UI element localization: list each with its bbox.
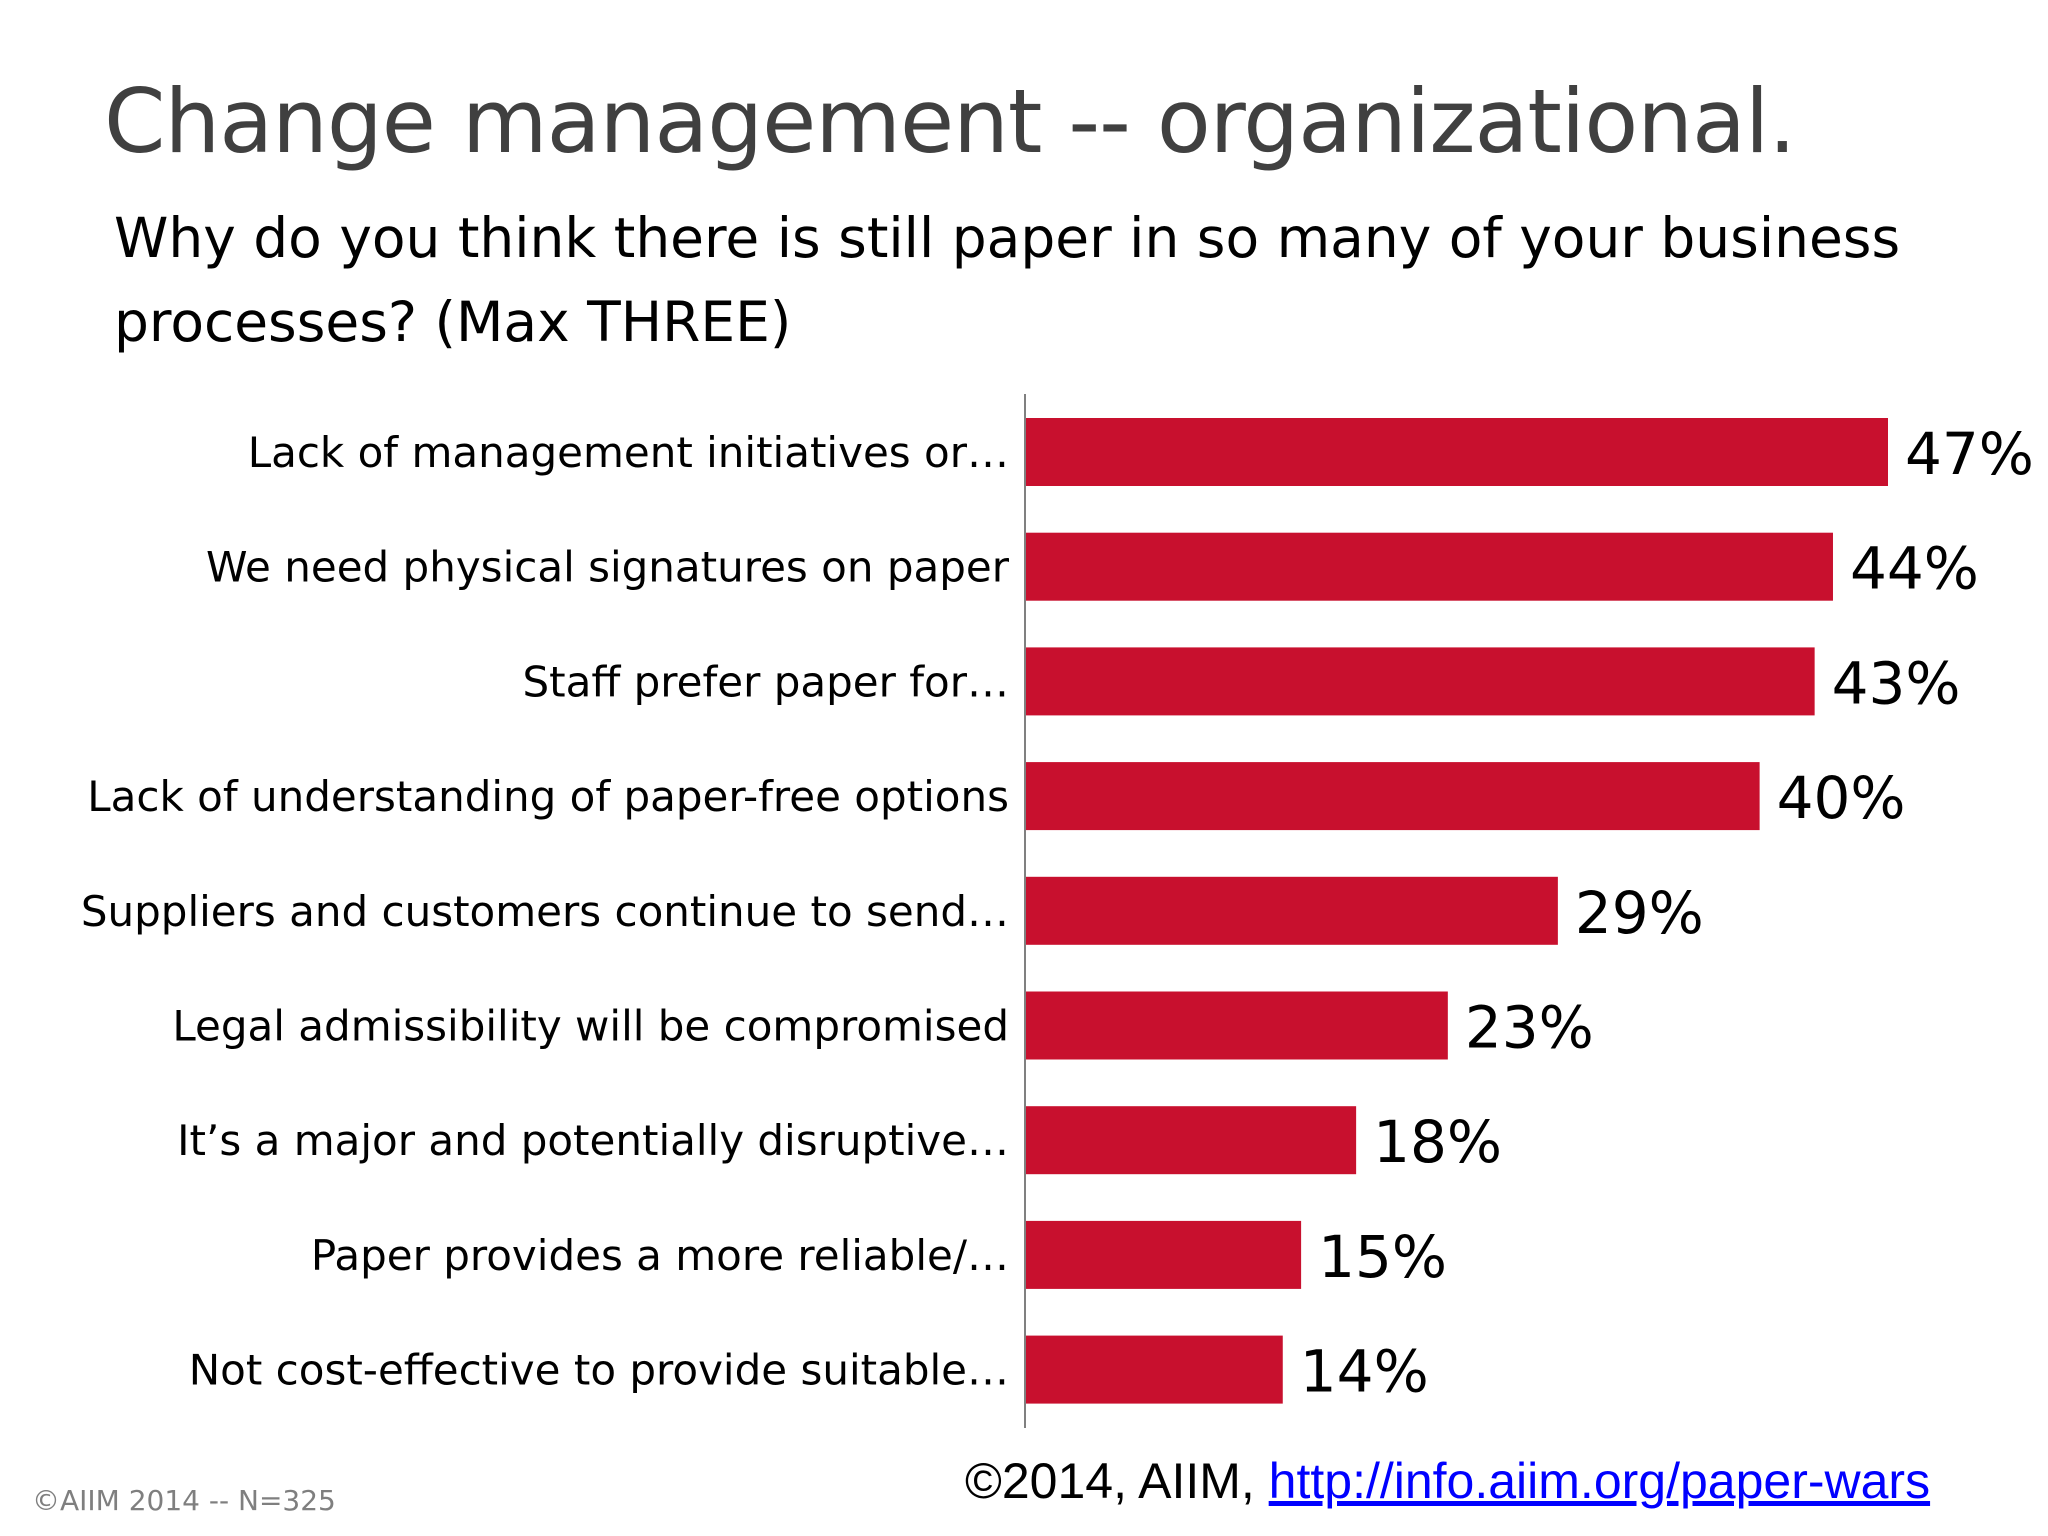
- slide-subtitle: Why do you think there is still paper in…: [114, 206, 1901, 354]
- copyright-text: ©2014, AIIM,: [965, 1453, 1269, 1509]
- value-label-2: 43%: [1832, 649, 1961, 717]
- value-label-1: 44%: [1850, 535, 1979, 603]
- value-label-8: 14%: [1300, 1338, 1429, 1406]
- value-label-6: 18%: [1373, 1108, 1502, 1176]
- bar-4: [1026, 876, 1558, 945]
- bar-5: [1026, 991, 1448, 1060]
- value-label-3: 40%: [1777, 764, 1906, 832]
- category-label-3: Lack of understanding of paper-free opti…: [87, 772, 1009, 821]
- bar-2: [1026, 647, 1815, 716]
- bar-8: [1026, 1335, 1283, 1404]
- slide-title: Change management -- organizational.: [104, 70, 1796, 173]
- value-label-0: 47%: [1905, 420, 2034, 488]
- bar-0: [1026, 418, 1888, 486]
- value-label-7: 15%: [1318, 1223, 1447, 1291]
- sample-size-note: ©AIIM 2014 -- N=325: [32, 1484, 336, 1517]
- bar-3: [1026, 762, 1760, 831]
- source-link[interactable]: http://info.aiim.org/paper-wars: [1268, 1453, 1931, 1509]
- copyright-line: ©2014, AIIM, http://info.aiim.org/paper-…: [965, 1452, 1930, 1510]
- category-label-6: It’s a major and potentially disruptive…: [177, 1116, 1009, 1165]
- category-label-4: Suppliers and customers continue to send…: [81, 887, 1009, 936]
- category-label-8: Not cost-effective to provide suitable…: [189, 1346, 1009, 1395]
- value-label-5: 23%: [1465, 994, 1594, 1062]
- value-label-4: 29%: [1575, 879, 1704, 947]
- category-label-7: Paper provides a more reliable/…: [311, 1231, 1009, 1280]
- category-label-2: Staff prefer paper for…: [522, 657, 1009, 706]
- category-label-1: We need physical signatures on paper: [206, 543, 1010, 592]
- category-label-5: Legal admissibility will be compromised: [172, 1002, 1009, 1051]
- bar-7: [1026, 1220, 1302, 1289]
- bar-6: [1026, 1106, 1357, 1175]
- category-label-0: Lack of management initiatives or…: [248, 428, 1009, 477]
- bar-1: [1026, 532, 1833, 601]
